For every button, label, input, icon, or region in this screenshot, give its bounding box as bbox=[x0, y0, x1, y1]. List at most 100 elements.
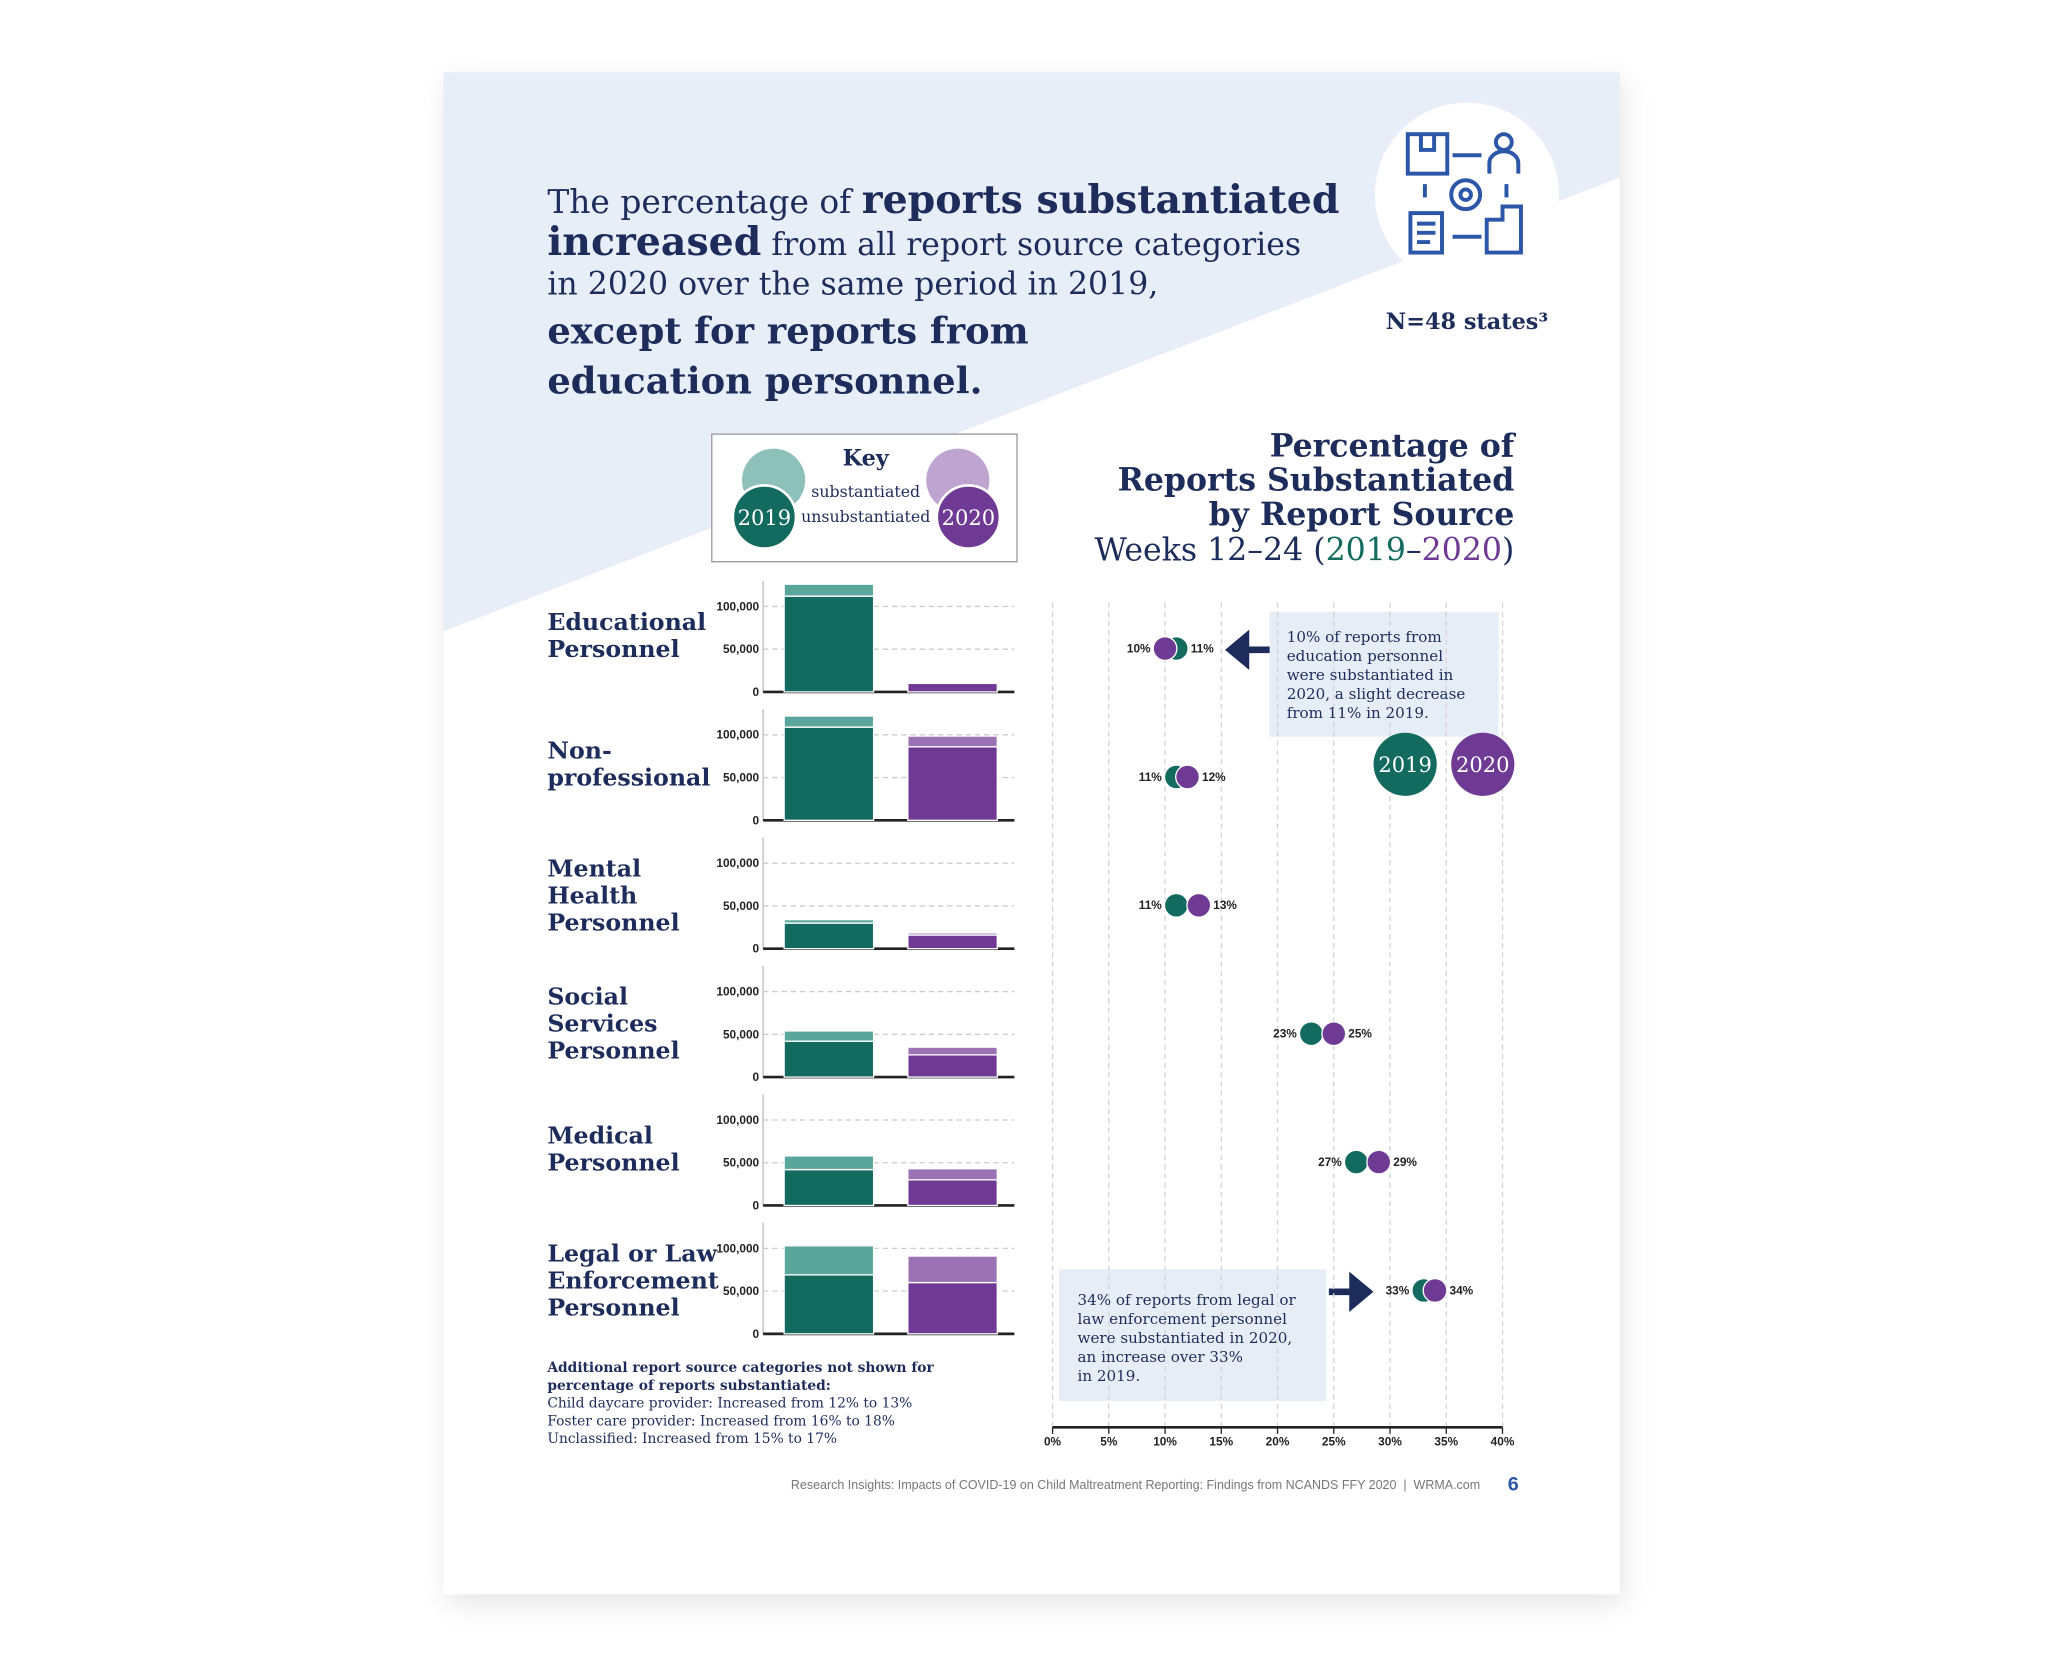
headline-part: education personnel. bbox=[547, 358, 982, 402]
dot bbox=[1152, 636, 1178, 662]
legend-swatch bbox=[1451, 732, 1515, 796]
category-label: Social bbox=[547, 983, 628, 1011]
headline-part: from all report source categories bbox=[761, 227, 1301, 263]
headline-part: in 2020 over the same period in 2019, bbox=[547, 267, 1158, 303]
notes-item: Unclassified: Increased from 15% to 17% bbox=[547, 1431, 837, 1447]
bar-segment bbox=[783, 1274, 875, 1335]
bar-segment bbox=[783, 726, 875, 821]
dot-label: 33% bbox=[1386, 1283, 1410, 1297]
bar-segment bbox=[783, 918, 875, 924]
y-tick-label: 50,000 bbox=[723, 642, 760, 656]
key-swatch bbox=[731, 484, 798, 550]
annotation-text: in 2019. bbox=[1078, 1367, 1141, 1385]
dot bbox=[1175, 764, 1201, 790]
subtitle-part: – bbox=[1406, 532, 1422, 568]
headline: The percentage of reports substantiated … bbox=[0, 0, 1346, 402]
key-title: Key bbox=[843, 446, 890, 472]
category-label: Personnel bbox=[547, 635, 679, 663]
dot-label: 10% bbox=[1127, 641, 1151, 655]
dot bbox=[1321, 1021, 1347, 1047]
y-tick-label: 100,000 bbox=[716, 1241, 759, 1255]
y-tick-label: 100,000 bbox=[716, 985, 759, 999]
subtitle-part: 2020 bbox=[1422, 532, 1502, 568]
notes-item: Foster care provider: Increased from 16%… bbox=[547, 1413, 895, 1429]
dot-label: 13% bbox=[1213, 898, 1237, 912]
legend-label: 2019 bbox=[1378, 752, 1432, 777]
headline-part: except for reports from bbox=[547, 308, 1028, 352]
bar-segment bbox=[907, 932, 998, 936]
category-label: Services bbox=[547, 1010, 657, 1038]
x-tick-label: 35% bbox=[1434, 1435, 1458, 1449]
bar-segment bbox=[907, 1168, 998, 1181]
sample-note: N=48 states³ bbox=[1386, 309, 1548, 335]
bar-segment bbox=[907, 1281, 998, 1335]
bar-segment bbox=[907, 746, 998, 821]
bar-segment bbox=[783, 583, 875, 597]
y-tick-label: 100,000 bbox=[716, 599, 759, 613]
legend-swatch bbox=[1373, 732, 1437, 796]
y-tick-label: 100,000 bbox=[716, 728, 759, 742]
headline-part: increased bbox=[547, 219, 761, 265]
headline-part: reports substantiated bbox=[862, 177, 1340, 223]
key-label: substantiated bbox=[811, 482, 920, 501]
bar-segment bbox=[907, 1255, 998, 1284]
x-tick-label: 15% bbox=[1209, 1435, 1233, 1449]
category-label: professional bbox=[547, 763, 710, 791]
x-tick-label: 10% bbox=[1153, 1435, 1177, 1449]
x-tick-label: 5% bbox=[1100, 1435, 1118, 1449]
notes-item: Child daycare provider: Increased from 1… bbox=[547, 1396, 912, 1412]
annotation-arrow bbox=[1225, 629, 1270, 671]
key-label: unsubstantiated bbox=[801, 507, 930, 526]
bar-segment bbox=[907, 1046, 998, 1056]
category-label: Personnel bbox=[547, 1037, 679, 1065]
bar-segment bbox=[907, 735, 998, 748]
annotation-text: education personnel bbox=[1287, 647, 1443, 665]
annotation-text: law enforcement personnel bbox=[1078, 1310, 1288, 1328]
x-tick-label: 20% bbox=[1266, 1435, 1290, 1449]
x-tick-label: 25% bbox=[1322, 1435, 1346, 1449]
annotation-box bbox=[1269, 611, 1499, 737]
category-label: Personnel bbox=[547, 908, 679, 936]
bar-segment bbox=[907, 934, 998, 950]
key-year: 2019 bbox=[738, 505, 792, 530]
y-tick-label: 100,000 bbox=[716, 1113, 759, 1127]
bar-segment bbox=[783, 715, 875, 728]
y-tick-label: 100,000 bbox=[716, 856, 759, 870]
x-tick-label: 0% bbox=[1044, 1435, 1062, 1449]
annotation-text: an increase over 33% bbox=[1078, 1348, 1243, 1366]
dot-label: 11% bbox=[1139, 770, 1163, 784]
bar-segment bbox=[783, 1245, 875, 1276]
annotation-text: 10% of reports from bbox=[1287, 628, 1442, 646]
y-tick-label: 0 bbox=[753, 1327, 760, 1341]
category-label: Enforcement bbox=[547, 1266, 719, 1294]
category-label: Medical bbox=[547, 1122, 653, 1150]
category-label: Legal or Law bbox=[547, 1240, 717, 1268]
annotation-box bbox=[1059, 1269, 1327, 1401]
annotation-text: from 11% in 2019. bbox=[1287, 704, 1429, 722]
dot-label: 34% bbox=[1449, 1283, 1473, 1297]
dot bbox=[1163, 892, 1189, 918]
category-label: Personnel bbox=[547, 1293, 679, 1321]
dot-label: 27% bbox=[1318, 1155, 1342, 1169]
category-label: Non- bbox=[547, 736, 611, 764]
key-year: 2020 bbox=[942, 505, 996, 530]
subtitle-part: ) bbox=[1502, 532, 1514, 568]
icon-circle bbox=[1374, 102, 1560, 287]
y-tick-label: 0 bbox=[753, 1198, 760, 1212]
bar-segment bbox=[783, 1168, 875, 1207]
dot-label: 29% bbox=[1393, 1155, 1417, 1169]
bar-segment bbox=[907, 1054, 998, 1078]
y-tick-label: 0 bbox=[753, 813, 760, 827]
dot bbox=[1422, 1277, 1448, 1303]
bar-segment bbox=[907, 1179, 998, 1207]
icon bbox=[1405, 132, 1523, 255]
annotation-text: were substantiated in 2020, bbox=[1078, 1329, 1293, 1347]
annotation-text: were substantiated in bbox=[1287, 666, 1454, 684]
bar-segment bbox=[783, 1155, 875, 1171]
annotation-text: 34% of reports from legal or bbox=[1078, 1291, 1297, 1309]
dot-title: Reports Substantiated bbox=[1118, 462, 1515, 499]
key-swatch bbox=[935, 484, 1002, 550]
y-tick-label: 0 bbox=[753, 1070, 760, 1084]
bar-segment bbox=[783, 595, 875, 693]
dot bbox=[1366, 1149, 1392, 1175]
